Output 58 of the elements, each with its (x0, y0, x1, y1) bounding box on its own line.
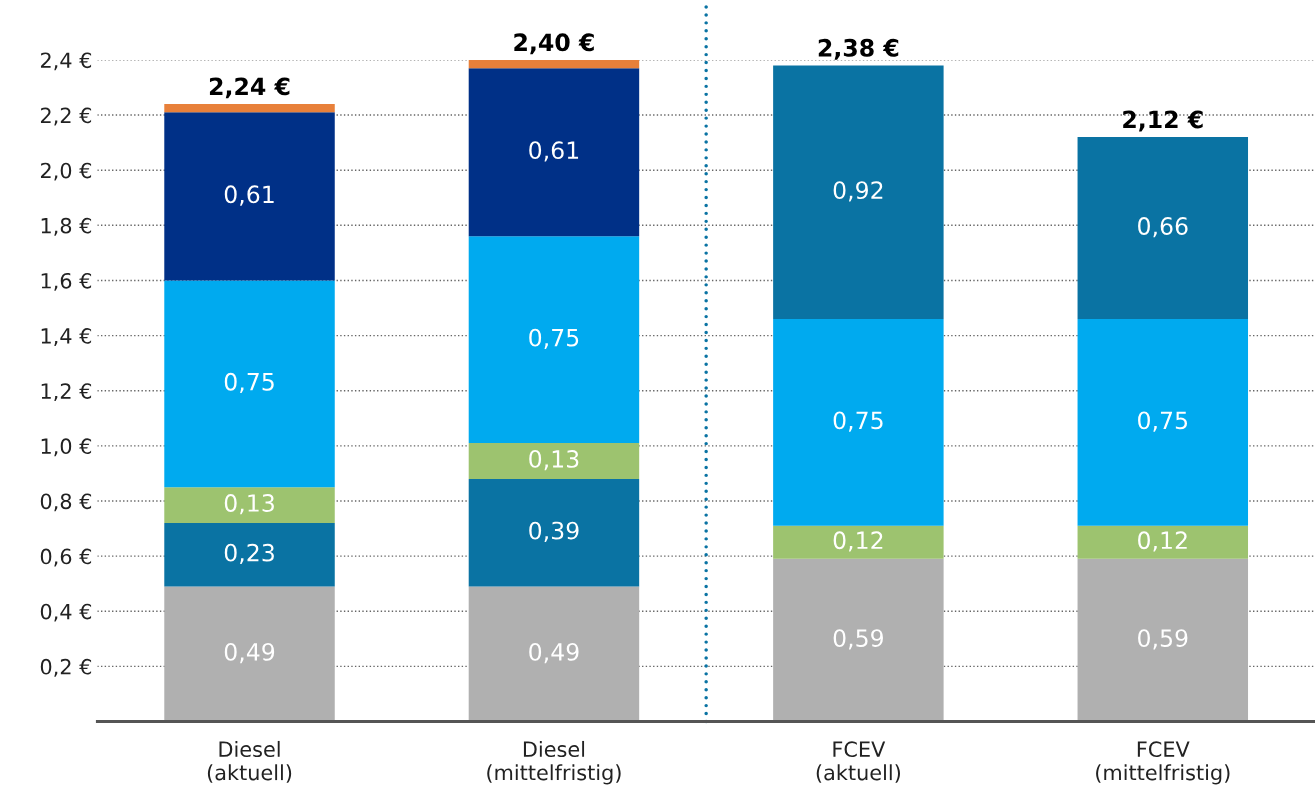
data-label: 0,13 (529, 449, 579, 471)
data-label: 0,59 (1138, 629, 1188, 650)
y-tick-label: 1,4 € (41, 328, 92, 346)
y-tick-label: 2,4 € (40, 52, 92, 71)
x-tick-label: FCEV (mittelfristig) (1096, 741, 1230, 785)
data-label: 0,12 (833, 531, 883, 552)
data-label: 0,75 (1138, 411, 1188, 432)
bar (164, 104, 335, 113)
bar (468, 59, 640, 69)
data-label: 0,92 (833, 181, 883, 202)
data-label: 0,75 (224, 372, 274, 394)
bar (164, 523, 335, 587)
y-tick-label: 1,2 € (41, 383, 92, 402)
bar (468, 68, 640, 237)
bar (164, 280, 335, 488)
data-label: 0,75 (833, 411, 883, 432)
bar (773, 558, 944, 722)
bar (773, 525, 944, 559)
bar (1077, 525, 1249, 559)
data-label: 0,59 (833, 629, 883, 650)
y-tick-label: 1,0 € (41, 438, 92, 457)
data-label: 0,13 (224, 494, 274, 515)
bar (1077, 319, 1249, 526)
data-label: 0,75 (529, 328, 579, 349)
data-label: 0,61 (224, 185, 274, 206)
bar (1077, 558, 1249, 722)
x-tick-label: Diesel (mittelfristig) (487, 740, 621, 785)
bar (468, 236, 640, 444)
y-tick-label: 0,8 € (40, 493, 92, 512)
data-label: 0,49 (529, 642, 579, 664)
bar (1077, 137, 1249, 320)
bar (773, 319, 944, 526)
x-tick-label: Diesel (aktuell) (207, 740, 292, 783)
bar (164, 112, 335, 281)
y-tick-label: 1,6 € (41, 272, 92, 291)
y-tick-label: 0,4 € (40, 603, 92, 622)
data-label: 0,61 (529, 141, 579, 162)
y-tick-label: 1,8 € (41, 217, 92, 236)
data-label: 0,39 (529, 521, 579, 542)
y-tick-label: 0,2 € (40, 658, 92, 677)
x-tick-label: FCEV (aktuell) (816, 741, 900, 783)
bar (164, 487, 335, 524)
bar (164, 586, 335, 722)
data-label: 0,23 (224, 543, 274, 564)
y-tick-label: 2,0 € (40, 162, 92, 181)
y-tick-label: 0,6 € (40, 548, 92, 567)
y-tick-label: 2,2 € (40, 107, 92, 126)
bar (468, 586, 640, 722)
data-label: 0,49 (224, 642, 275, 664)
total-label: 2,12 € (1123, 110, 1203, 132)
bar (468, 478, 640, 587)
data-label: 0,12 (1138, 531, 1187, 552)
total-label: 2,24 € (209, 77, 290, 99)
bar (773, 65, 944, 320)
data-label: 0,66 (1138, 217, 1188, 238)
bar (468, 443, 640, 479)
total-label: 2,38 € (818, 38, 899, 60)
total-label: 2,40 € (514, 33, 594, 55)
